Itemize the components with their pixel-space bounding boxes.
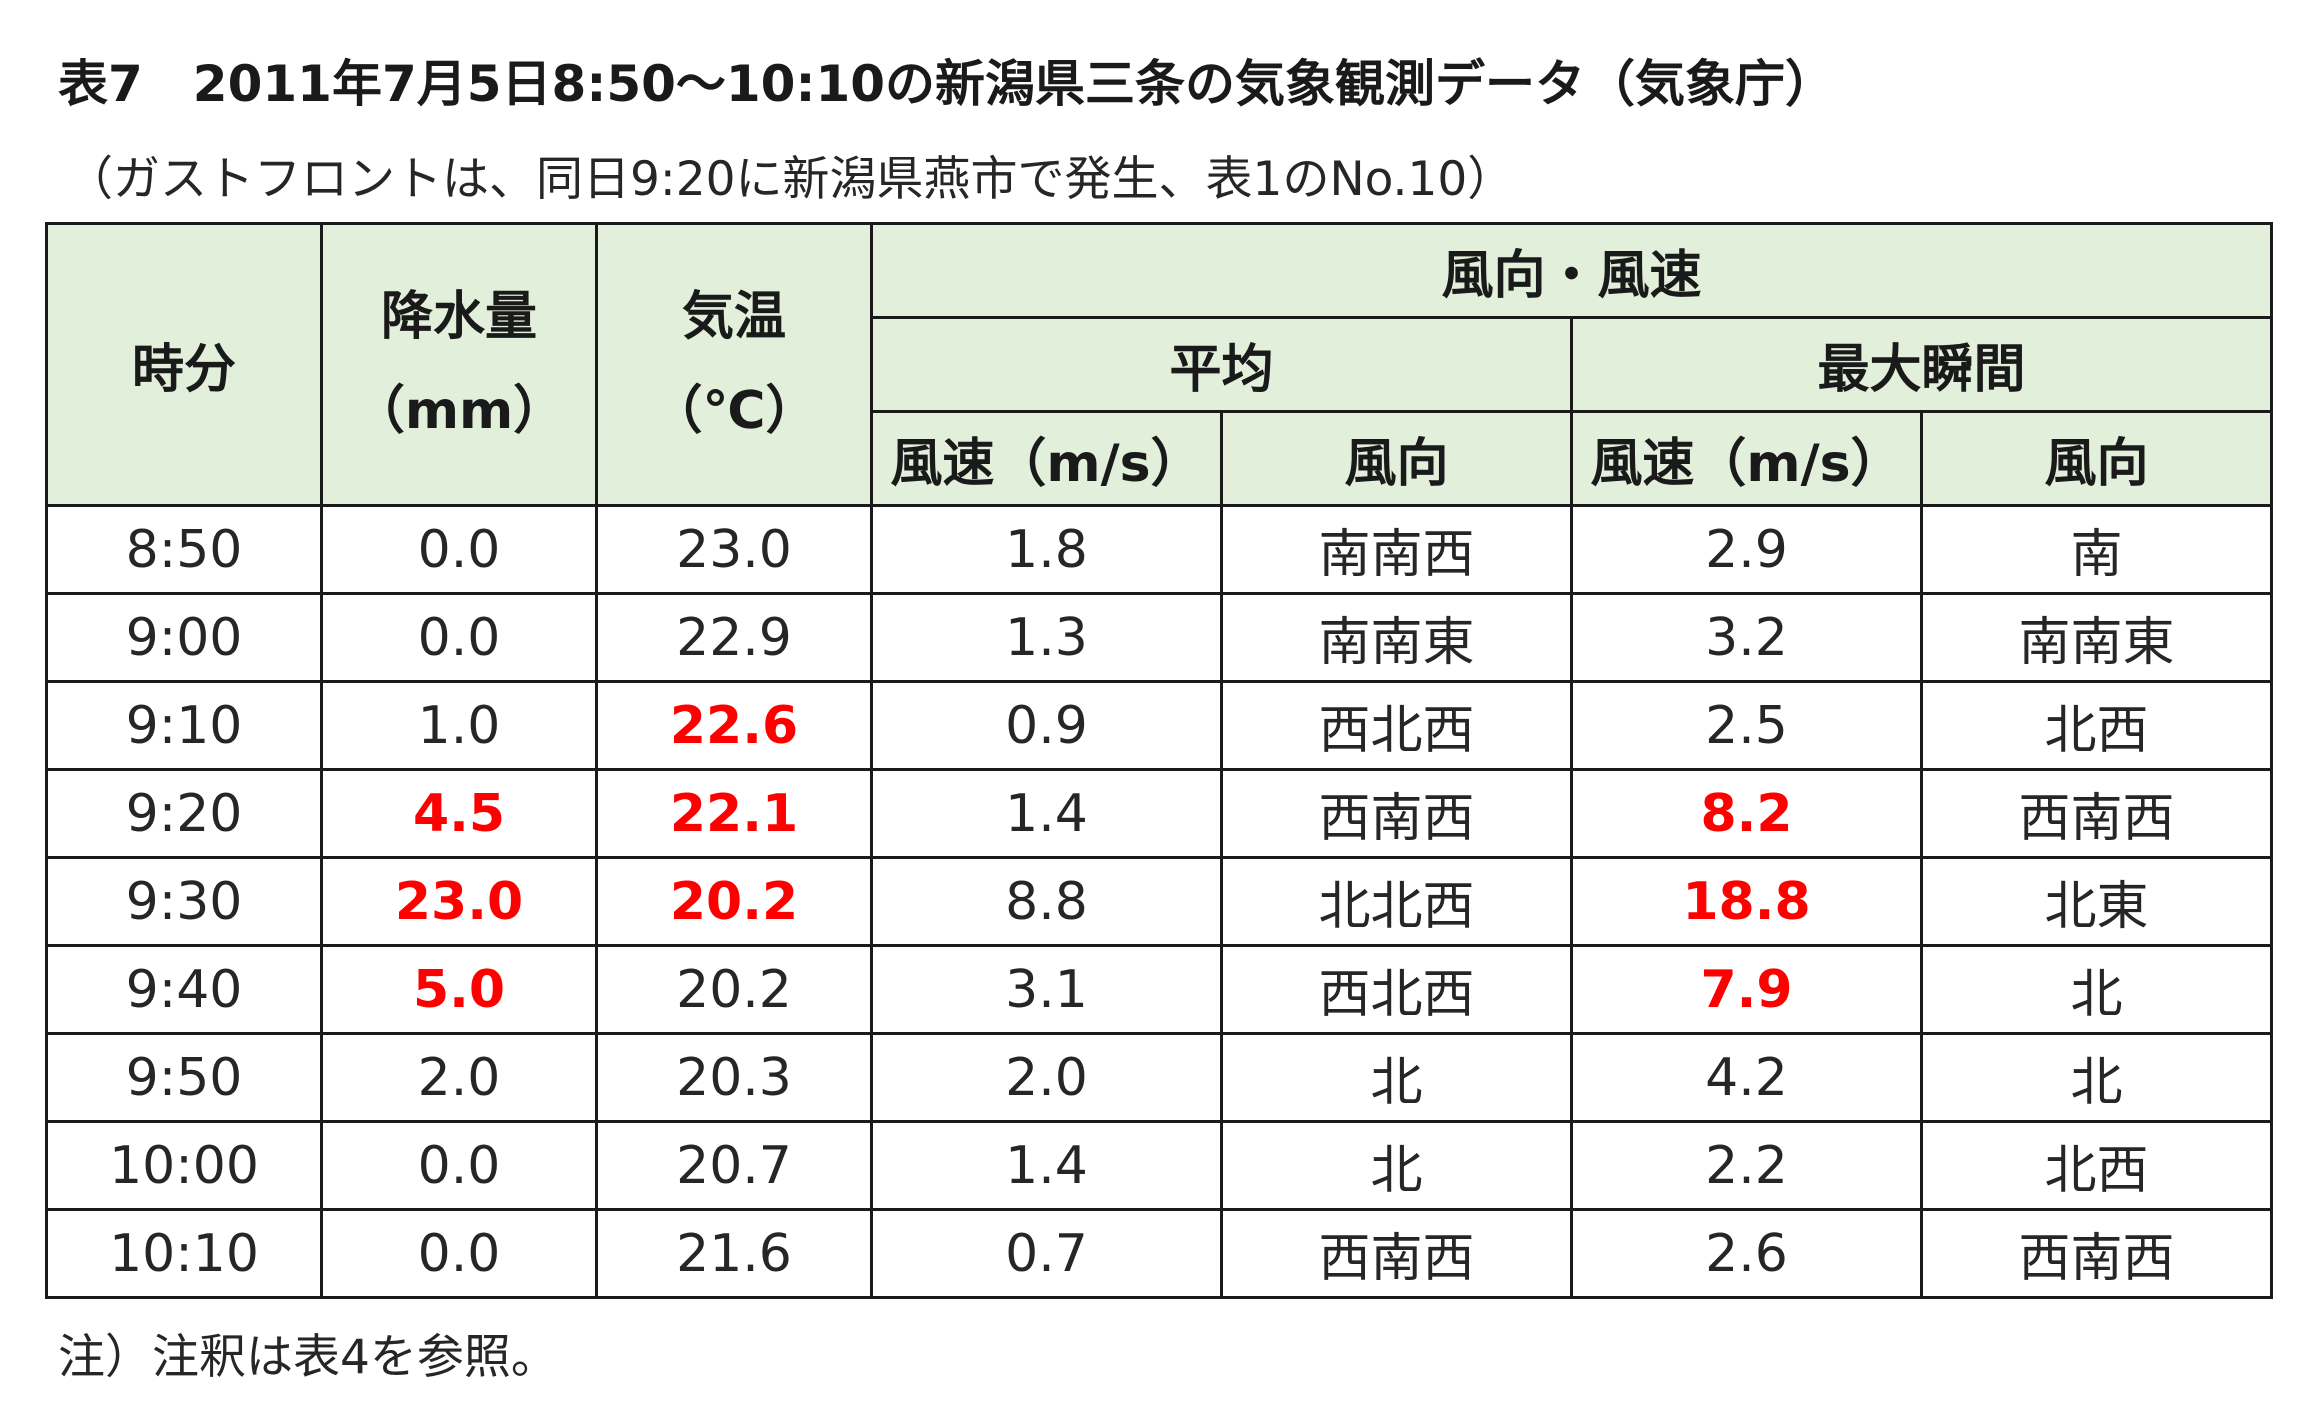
- cell-max-direction: 南: [1919, 504, 2274, 595]
- cell-temperature: 20.2: [595, 944, 873, 1035]
- cell-max-speed: 3.2: [1570, 592, 1923, 683]
- header-average-group: 平均: [870, 316, 1573, 413]
- cell-precipitation: 2.0: [320, 1032, 598, 1123]
- table-subtitle: （ガストフロントは、同日9:20に新潟県燕市で発生、表1のNo.10）: [66, 152, 1515, 207]
- cell-max-direction: 西南西: [1919, 768, 2274, 859]
- cell-max-direction: 南南東: [1919, 592, 2274, 683]
- cell-max-speed-highlighted: 18.8: [1570, 856, 1923, 947]
- table-row: 9:10 1.0 22.6 0.9 西北西 2.5 北西: [45, 680, 2274, 771]
- cell-max-direction: 北東: [1919, 856, 2274, 947]
- header-max-direction: 風向: [1919, 410, 2274, 507]
- cell-precipitation-highlighted: 23.0: [320, 856, 598, 947]
- cell-average-direction: 西南西: [1220, 1208, 1573, 1299]
- table-row: 8:50 0.0 23.0 1.8 南南西 2.9 南: [45, 504, 2274, 595]
- cell-average-speed: 3.1: [870, 944, 1223, 1035]
- cell-average-direction: 南南西: [1220, 504, 1573, 595]
- cell-average-direction: 西北西: [1220, 680, 1573, 771]
- cell-max-speed: 2.9: [1570, 504, 1923, 595]
- header-temperature-label: 気温: [681, 286, 786, 347]
- header-temperature: 気温 （℃）: [595, 222, 873, 507]
- cell-max-direction: 北西: [1919, 1120, 2274, 1211]
- cell-max-speed: 2.6: [1570, 1208, 1923, 1299]
- header-max-speed: 風速（m/s）: [1570, 410, 1923, 507]
- table-title: 表7 2011年7月5日8:50～10:10の新潟県三条の気象観測データ（気象庁…: [58, 55, 1836, 113]
- cell-precipitation-highlighted: 5.0: [320, 944, 598, 1035]
- cell-precipitation: 0.0: [320, 504, 598, 595]
- cell-average-speed: 1.4: [870, 768, 1223, 859]
- cell-time: 9:50: [45, 1032, 323, 1123]
- cell-time: 10:10: [45, 1208, 323, 1299]
- header-temperature-unit: （℃）: [650, 380, 818, 441]
- cell-temperature-highlighted: 20.2: [595, 856, 873, 947]
- header-max-gust-group: 最大瞬間: [1569, 316, 2274, 413]
- cell-average-speed: 1.3: [870, 592, 1223, 683]
- cell-max-speed-highlighted: 8.2: [1570, 768, 1923, 859]
- header-average-direction: 風向: [1220, 410, 1573, 507]
- cell-average-direction: 北: [1220, 1032, 1573, 1123]
- weather-observation-table: 時分 降水量 （mm） 気温 （℃） 風向・風速 平均 最大瞬間 風速（m/s）…: [45, 222, 2274, 1299]
- header-average-speed: 風速（m/s）: [870, 410, 1223, 507]
- cell-average-speed: 0.9: [870, 680, 1223, 771]
- table-row: 9:30 23.0 20.2 8.8 北北西 18.8 北東: [45, 856, 2274, 947]
- cell-average-speed: 1.4: [870, 1120, 1223, 1211]
- cell-average-speed: 8.8: [870, 856, 1223, 947]
- cell-average-speed: 2.0: [870, 1032, 1223, 1123]
- header-wind-group: 風向・風速: [869, 222, 2274, 319]
- cell-max-direction: 北西: [1919, 680, 2274, 771]
- cell-temperature: 23.0: [595, 504, 873, 595]
- table-row: 9:50 2.0 20.3 2.0 北 4.2 北: [45, 1032, 2274, 1123]
- cell-precipitation-highlighted: 4.5: [320, 768, 598, 859]
- cell-precipitation: 0.0: [320, 1120, 598, 1211]
- cell-precipitation: 0.0: [320, 1208, 598, 1299]
- cell-average-speed: 0.7: [870, 1208, 1223, 1299]
- cell-max-direction: 北: [1919, 944, 2274, 1035]
- cell-temperature: 22.9: [595, 592, 873, 683]
- cell-max-direction: 西南西: [1919, 1208, 2274, 1299]
- cell-time: 9:30: [45, 856, 323, 947]
- table-note: 注）注釈は表4を参照。: [58, 1330, 558, 1385]
- cell-precipitation: 1.0: [320, 680, 598, 771]
- cell-average-speed: 1.8: [870, 504, 1223, 595]
- cell-time: 9:00: [45, 592, 323, 683]
- cell-temperature-highlighted: 22.1: [595, 768, 873, 859]
- cell-average-direction: 北: [1220, 1120, 1573, 1211]
- cell-time: 10:00: [45, 1120, 323, 1211]
- cell-temperature: 20.3: [595, 1032, 873, 1123]
- cell-time: 9:40: [45, 944, 323, 1035]
- cell-time: 9:10: [45, 680, 323, 771]
- cell-temperature-highlighted: 22.6: [595, 680, 873, 771]
- cell-max-speed: 2.2: [1570, 1120, 1923, 1211]
- cell-max-direction: 北: [1919, 1032, 2274, 1123]
- cell-temperature: 21.6: [595, 1208, 873, 1299]
- cell-average-direction: 北北西: [1220, 856, 1573, 947]
- table-row: 9:00 0.0 22.9 1.3 南南東 3.2 南南東: [45, 592, 2274, 683]
- cell-average-direction: 西南西: [1220, 768, 1573, 859]
- cell-average-direction: 南南東: [1220, 592, 1573, 683]
- header-precipitation-label: 降水量: [380, 286, 537, 347]
- cell-time: 9:20: [45, 768, 323, 859]
- cell-max-speed: 2.5: [1570, 680, 1923, 771]
- header-precipitation: 降水量 （mm）: [320, 222, 598, 507]
- cell-temperature: 20.7: [595, 1120, 873, 1211]
- table-row: 10:10 0.0 21.6 0.7 西南西 2.6 西南西: [45, 1208, 2274, 1299]
- cell-max-speed: 4.2: [1570, 1032, 1923, 1123]
- cell-time: 8:50: [45, 504, 323, 595]
- table-row: 9:40 5.0 20.2 3.1 西北西 7.9 北: [45, 944, 2274, 1035]
- table-row: 9:20 4.5 22.1 1.4 西南西 8.2 西南西: [45, 768, 2274, 859]
- cell-average-direction: 西北西: [1220, 944, 1573, 1035]
- header-precipitation-unit: （mm）: [352, 380, 566, 441]
- cell-precipitation: 0.0: [320, 592, 598, 683]
- cell-max-speed-highlighted: 7.9: [1570, 944, 1923, 1035]
- table-row: 10:00 0.0 20.7 1.4 北 2.2 北西: [45, 1120, 2274, 1211]
- header-time: 時分: [45, 222, 323, 507]
